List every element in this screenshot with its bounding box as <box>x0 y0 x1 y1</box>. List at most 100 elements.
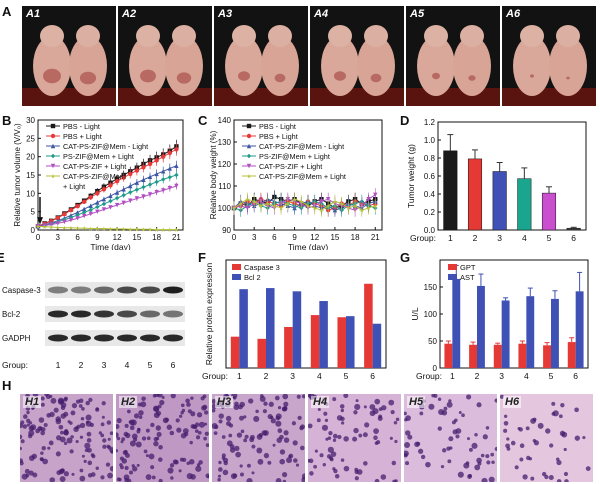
series-line <box>233 198 376 211</box>
mouse-photo: A5 <box>406 6 500 106</box>
cell-nucleus <box>30 424 37 431</box>
photo-floor <box>502 88 596 106</box>
cell-nucleus <box>247 463 251 468</box>
cell-nucleus <box>548 474 554 481</box>
data-point <box>75 225 80 231</box>
tumor <box>43 68 61 84</box>
mouse-photo-image <box>214 6 308 106</box>
cell-nucleus <box>466 437 471 441</box>
cell-nucleus <box>228 433 233 438</box>
data-point <box>141 184 146 190</box>
bar <box>292 291 302 368</box>
cell-nucleus <box>514 465 519 470</box>
x-tick-label: 1 <box>237 371 242 381</box>
x-tick-label: 2 <box>473 233 478 243</box>
photo-label: A5 <box>410 8 425 20</box>
cell-nucleus <box>158 457 163 462</box>
x-tick-label: 12 <box>113 233 122 242</box>
data-point <box>161 227 166 232</box>
data-point <box>366 205 371 211</box>
legend-label: PS-ZIF@Mem + Light <box>63 152 134 161</box>
data-point <box>258 203 264 208</box>
histology-image: H5 <box>404 394 497 482</box>
data-point <box>141 165 146 170</box>
cell-nucleus <box>75 399 81 404</box>
x-tick-label: 2 <box>475 371 480 381</box>
data-point <box>128 183 133 189</box>
cell-nucleus <box>309 471 314 476</box>
data-point <box>246 133 252 139</box>
cell-nucleus <box>239 464 243 468</box>
cell-nucleus <box>170 394 176 399</box>
cell-nucleus <box>253 415 260 422</box>
data-point <box>167 166 173 171</box>
cell-nucleus <box>90 453 95 457</box>
data-point <box>305 203 311 208</box>
cell-nucleus <box>84 448 89 453</box>
blot-band <box>140 334 160 342</box>
cell-nucleus <box>95 466 99 470</box>
data-point <box>81 210 87 215</box>
histology-image: H4 <box>308 394 401 482</box>
cell-nucleus <box>574 407 579 413</box>
mouse-photo: A3 <box>214 6 308 106</box>
cell-nucleus <box>95 407 100 412</box>
cell-nucleus <box>187 409 192 414</box>
cell-nucleus <box>121 437 126 442</box>
data-point <box>167 175 173 180</box>
cell-nucleus <box>256 434 263 440</box>
data-point <box>312 205 317 211</box>
cell-nucleus <box>354 467 359 472</box>
treatment-arrowhead <box>37 217 43 225</box>
cell-nucleus <box>24 468 30 474</box>
panel-letter-f: F <box>198 250 206 265</box>
cell-nucleus <box>28 455 35 461</box>
y-axis-label: Relative protein expression <box>204 262 214 365</box>
data-point <box>154 171 159 177</box>
x-tick-label: 4 <box>524 371 529 381</box>
cell-nucleus <box>322 463 326 467</box>
x-axis-label: Group: <box>202 371 228 381</box>
data-point <box>147 174 153 180</box>
data-point <box>68 225 74 230</box>
cell-nucleus <box>246 478 253 482</box>
photo-label: A2 <box>122 8 137 20</box>
data-point <box>141 194 146 199</box>
data-point <box>108 198 113 204</box>
y-tick-label: 120 <box>218 160 232 169</box>
cell-nucleus <box>143 449 148 454</box>
cell-nucleus <box>301 394 305 399</box>
cell-nucleus <box>203 410 209 415</box>
cell-nucleus <box>116 417 122 424</box>
cell-nucleus <box>49 394 53 399</box>
x-tick-label: 12 <box>310 233 319 242</box>
data-point <box>68 217 74 223</box>
cell-nucleus <box>217 474 222 478</box>
cell-nucleus <box>485 426 490 430</box>
mouse-photo: A1 <box>22 6 116 106</box>
mouse-photo-image <box>502 6 596 106</box>
mouse-right-body <box>165 36 203 96</box>
cell-nucleus <box>169 430 175 436</box>
cell-nucleus <box>437 397 442 401</box>
bar <box>526 296 535 368</box>
blot-strip <box>45 306 185 322</box>
x-tick-label: 5 <box>344 371 349 381</box>
mouse-right-body <box>357 36 395 96</box>
cell-nucleus <box>81 454 85 458</box>
tumor <box>468 75 476 81</box>
x-tick-label: 15 <box>132 233 141 242</box>
cell-nucleus <box>461 413 465 418</box>
x-tick-label: 1 <box>450 371 455 381</box>
cell-nucleus <box>195 465 202 472</box>
cell-nucleus <box>243 415 247 419</box>
cell-nucleus <box>363 461 368 466</box>
cell-nucleus <box>327 446 334 453</box>
cell-nucleus <box>530 476 535 481</box>
cell-nucleus <box>343 436 349 442</box>
y-axis-label: U/L <box>410 307 420 321</box>
data-point <box>167 150 173 156</box>
cell-nucleus <box>237 404 243 410</box>
cell-nucleus <box>46 413 52 418</box>
cell-nucleus <box>110 450 113 454</box>
